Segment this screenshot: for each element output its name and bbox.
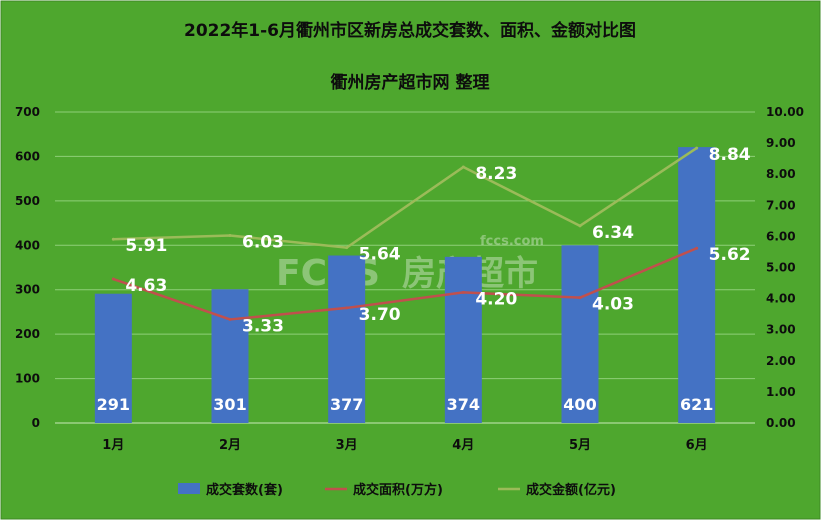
line-point	[461, 290, 465, 294]
x-axis-tick-label: 6月	[686, 438, 708, 453]
bar	[678, 147, 716, 423]
bar	[328, 255, 366, 423]
line-data-label: 4.20	[475, 289, 517, 309]
left-y-axis: 0 100 200 300 400 500 600 700	[15, 105, 40, 430]
line-point	[695, 246, 699, 250]
line-point	[111, 237, 115, 241]
legend: 成交套数(套) 成交面积(万方) 成交金额(亿元)	[178, 482, 616, 498]
bar	[561, 245, 599, 423]
line-data-label: 8.23	[475, 164, 517, 184]
right-axis-tick-label: 4.00	[766, 292, 796, 306]
line-point	[578, 296, 582, 300]
bar-data-label: 621	[680, 395, 713, 414]
series-line	[113, 147, 698, 249]
line-data-label: 3.33	[242, 316, 284, 336]
x-axis-tick-label: 3月	[336, 438, 358, 453]
legend-label: 成交面积(万方)	[353, 482, 443, 498]
line-series	[111, 146, 699, 321]
line-point	[345, 306, 349, 310]
line-data-label: 5.91	[125, 236, 167, 256]
data-labels: 291 301 377 374 400 621 4.63 3.33 3.70 4.20 4.03 5.…	[97, 145, 751, 414]
bar	[211, 289, 249, 423]
line-data-label: 5.64	[359, 245, 401, 265]
line-data-label: 6.03	[242, 232, 284, 252]
left-axis-tick-label: 0	[32, 416, 40, 430]
watermark-site: fccs.com	[480, 234, 544, 249]
line-point	[228, 233, 232, 237]
x-axis: 1月 2月 3月 4月 5月 6月	[102, 438, 707, 453]
left-axis-tick-label: 100	[15, 372, 40, 386]
bar	[94, 293, 132, 423]
bar-data-label: 301	[213, 395, 246, 414]
x-axis-tick-label: 4月	[452, 438, 474, 453]
line-point	[111, 277, 115, 281]
left-axis-tick-label: 300	[15, 283, 40, 297]
line-point	[695, 146, 699, 150]
right-axis-tick-label: 8.00	[766, 167, 796, 181]
bar-series	[94, 147, 716, 423]
chart-subtitle: 衢州房产超市网 整理	[331, 72, 490, 93]
chart-title: 2022年1-6月衢州市区新房总成交套数、面积、金额对比图	[184, 20, 636, 41]
x-axis-tick-label: 1月	[102, 438, 124, 453]
left-axis-tick-label: 700	[15, 105, 40, 119]
right-axis-tick-label: 1.00	[766, 385, 796, 399]
gridlines	[55, 111, 755, 424]
line-data-label: 4.03	[592, 295, 634, 315]
right-axis-tick-label: 5.00	[766, 261, 796, 275]
right-axis-tick-label: 0.00	[766, 416, 796, 430]
legend-label: 成交金额(亿元)	[526, 482, 616, 498]
left-axis-tick-label: 400	[15, 238, 40, 252]
right-axis-tick-label: 7.00	[766, 198, 796, 212]
legend-swatch	[178, 483, 200, 494]
right-y-axis: 0.00 1.00 2.00 3.00 4.00 5.00 6.00 7.00 8.00 9.00…	[766, 105, 804, 430]
bar	[444, 256, 482, 423]
bar-data-label: 400	[563, 395, 596, 414]
line-point	[228, 317, 232, 321]
left-axis-tick-label: 200	[15, 327, 40, 341]
line-data-label: 4.63	[125, 276, 167, 296]
right-axis-tick-label: 3.00	[766, 323, 796, 337]
right-axis-tick-label: 2.00	[766, 354, 796, 368]
x-axis-tick-label: 5月	[569, 438, 591, 453]
left-axis-tick-label: 600	[15, 149, 40, 163]
left-axis-tick-label: 500	[15, 194, 40, 208]
x-axis-tick-label: 2月	[219, 438, 241, 453]
right-axis-tick-label: 9.00	[766, 136, 796, 150]
line-point	[578, 224, 582, 228]
series-line	[112, 247, 698, 321]
line-data-label: 6.34	[592, 223, 634, 243]
line-point	[345, 246, 349, 250]
legend-label: 成交套数(套)	[206, 482, 283, 498]
line-point	[461, 165, 465, 169]
line-data-label: 8.84	[709, 145, 751, 165]
bar-data-label: 377	[330, 395, 363, 414]
right-axis-tick-label: 6.00	[766, 229, 796, 243]
bar-data-label: 374	[447, 395, 480, 414]
line-data-label: 3.70	[359, 305, 401, 325]
bar-data-label: 291	[97, 395, 130, 414]
line-data-label: 5.62	[709, 245, 751, 265]
right-axis-tick-label: 10.00	[766, 105, 804, 119]
